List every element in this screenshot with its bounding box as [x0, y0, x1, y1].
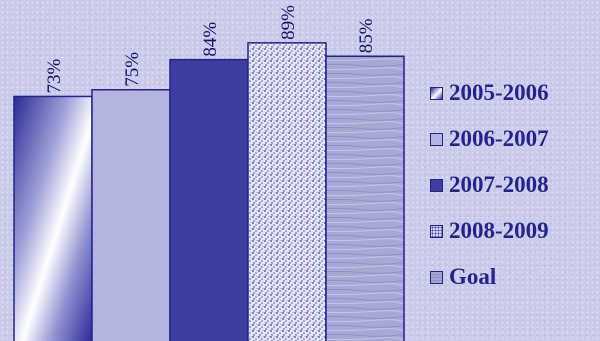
legend-label: Goal	[449, 264, 497, 289]
legend-item: 2007-2008	[430, 162, 595, 208]
bar-2006-2007	[91, 89, 171, 341]
legend-item: 2008-2009	[430, 208, 595, 254]
value-label-2008-2009: 89%	[278, 5, 299, 40]
legend-label: 2006-2007	[449, 126, 549, 151]
bar-2008-2009	[247, 42, 327, 341]
legend-label: 2008-2009	[449, 218, 549, 243]
bar-2005-2006	[13, 95, 93, 341]
bar-Goal	[325, 55, 405, 341]
legend-item: 2006-2007	[430, 116, 595, 162]
legend-item: Goal	[430, 254, 595, 300]
legend-swatch	[430, 86, 443, 100]
value-label-2005-2006: 73%	[44, 58, 65, 93]
value-label-2006-2007: 75%	[122, 52, 143, 87]
bar-2007-2008	[169, 58, 249, 341]
legend-swatch	[430, 132, 443, 146]
value-label-Goal: 85%	[356, 18, 377, 53]
legend-item: 2005-2006	[430, 70, 595, 116]
legend-label: 2007-2008	[449, 172, 549, 197]
legend-swatch	[430, 270, 443, 284]
value-label-2007-2008: 84%	[200, 22, 221, 57]
legend-swatch	[430, 178, 443, 192]
chart-legend: 2005-2006 2006-2007 2007-2008 2008-2009 Goal	[430, 70, 595, 300]
legend-swatch	[430, 224, 443, 238]
legend-label: 2005-2006	[449, 80, 549, 105]
